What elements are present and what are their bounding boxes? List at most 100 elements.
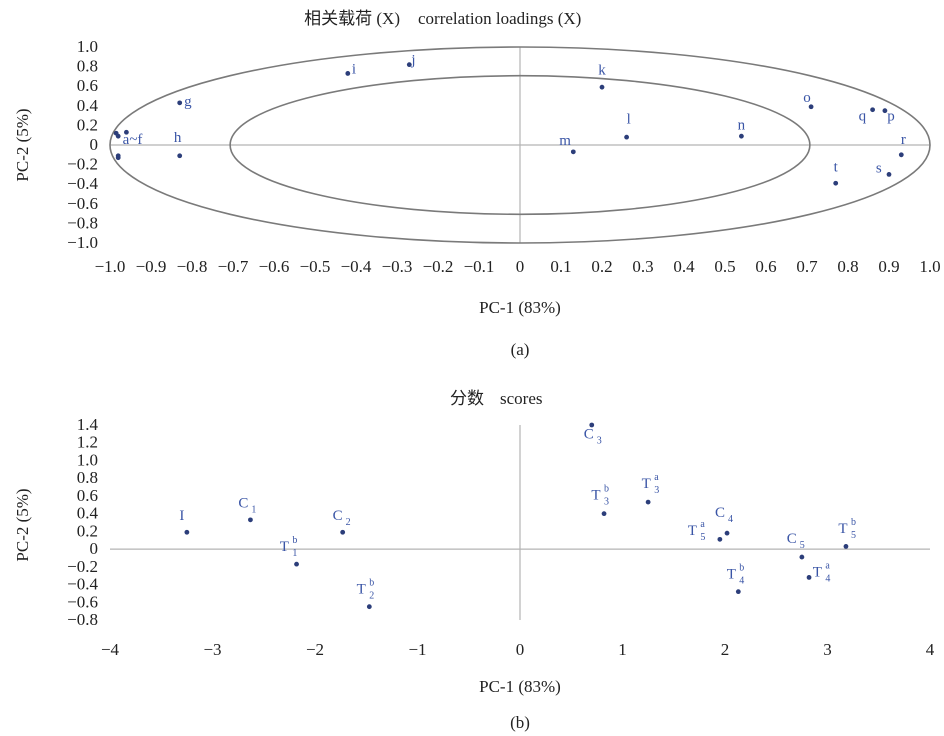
loadings-point-label: k <box>598 62 606 78</box>
b-data-point <box>717 536 723 542</box>
a-x-tick-label: −0.4 <box>341 257 372 276</box>
scores-point-labels: IC 1 C 2T b1T b2C 3T b3T a3T a5C 4T b4C 5T a4T b5 <box>179 426 856 601</box>
scores-points <box>184 422 849 610</box>
b-data-point <box>340 529 346 535</box>
scores-label-subscript: 3 <box>604 496 609 507</box>
a-data-point <box>406 62 412 68</box>
panel-a-label: (a) <box>511 340 530 359</box>
b-data-point <box>601 511 607 517</box>
scores-label-base: T <box>357 581 366 597</box>
a-y-tick-label: 0.8 <box>77 57 98 76</box>
a-data-point <box>833 180 839 186</box>
loadings-ellipses <box>109 46 931 244</box>
b-data-point <box>724 530 730 536</box>
a-x-tick-label: 0.3 <box>632 257 653 276</box>
correlation-ellipse <box>229 74 811 216</box>
loadings-point-label: o <box>803 90 811 106</box>
a-data-point <box>177 100 183 106</box>
b-data-point <box>806 575 812 580</box>
scores-label-superscript: b <box>851 517 856 528</box>
b-x-tick-label: −2 <box>306 640 324 659</box>
b-data-point <box>735 589 741 595</box>
scores-title-en: scores <box>500 389 542 408</box>
scores-zero-lines <box>110 425 930 620</box>
scores-label-superscript: b <box>369 577 374 588</box>
scores-label-subscript: 2 <box>346 517 351 528</box>
loadings-chart: 相关载荷 (X) correlation loadings (X) 1.00.8… <box>13 9 941 359</box>
scores-point-label: I <box>179 508 184 524</box>
b-data-point <box>799 554 805 560</box>
a-x-tick-label: −0.7 <box>218 257 249 276</box>
scores-label-subscript: 4 <box>728 514 733 525</box>
scores-label-base: C <box>333 508 343 524</box>
scores-label-subscript: 5 <box>800 540 805 551</box>
a-x-tick-label: 0.9 <box>878 257 899 276</box>
scores-label-base: T <box>280 539 289 555</box>
a-y-tick-label: 1.0 <box>77 37 98 56</box>
a-y-tick-label: −0.4 <box>67 174 98 193</box>
a-x-tick-label: −0.8 <box>177 257 208 276</box>
a-data-point <box>177 153 183 159</box>
a-x-tick-label: 1.0 <box>919 257 940 276</box>
a-x-tick-label: 0.2 <box>591 257 612 276</box>
b-data-point <box>184 529 190 535</box>
a-x-tick-label: 0.7 <box>796 257 818 276</box>
loadings-title-en: correlation loadings (X) <box>418 9 581 28</box>
scores-label-base: C <box>715 505 725 521</box>
scores-label-subscript: 4 <box>739 575 744 586</box>
b-data-point <box>248 517 253 523</box>
loadings-title-cn: 相关载荷 (X) <box>304 9 400 28</box>
a-x-tick-label: −0.9 <box>136 257 167 276</box>
b-x-tick-label: 1 <box>618 640 627 659</box>
scores-label-subscript: 5 <box>700 532 705 543</box>
loadings-point-label: n <box>738 117 746 133</box>
b-y-tick-label: 1.2 <box>77 433 98 452</box>
a-x-tick-label: −0.1 <box>464 257 495 276</box>
scores-label-subscript: 3 <box>597 435 602 446</box>
b-data-point <box>645 499 651 505</box>
b-y-tick-label: 0.4 <box>77 504 99 523</box>
a-y-tick-label: 0.2 <box>77 115 98 134</box>
panel-b-label: (b) <box>510 713 530 732</box>
a-data-point <box>624 134 629 140</box>
a-x-tick-label: 0.8 <box>837 257 858 276</box>
a-data-point <box>115 155 121 161</box>
b-data-point <box>843 544 849 549</box>
a-x-tick-label: −1.0 <box>95 257 126 276</box>
a-x-tick-label: 0.4 <box>673 257 695 276</box>
loadings-point-label: q <box>859 109 867 125</box>
scores-label-base: T <box>642 476 651 492</box>
scores-label-subscript: 2 <box>369 590 374 601</box>
b-x-tick-label: −1 <box>408 640 426 659</box>
b-data-point <box>366 604 372 610</box>
b-x-tick-label: 4 <box>926 640 935 659</box>
b-y-tick-label: 0.6 <box>77 486 98 505</box>
loadings-point-label: a~f <box>123 132 143 148</box>
scores-y-ticks: 1.41.21.00.80.60.40.20−0.2−0.4−0.6−0.8 <box>67 415 98 629</box>
a-y-tick-label: 0.6 <box>77 76 98 95</box>
loadings-y-ticks: 1.00.80.60.40.20−0.2−0.4−0.6−0.8−1.0 <box>67 37 98 252</box>
loadings-point-label: i <box>352 61 356 77</box>
a-x-tick-label: −0.6 <box>259 257 290 276</box>
b-x-tick-label: 2 <box>721 640 730 659</box>
loadings-point-label: h <box>174 130 182 146</box>
loadings-point-labels: a~f g h i j k l m n o q pr s t <box>123 53 906 177</box>
loadings-y-axis-label: PC-2 (5%) <box>13 108 32 181</box>
a-y-tick-label: 0 <box>90 135 99 154</box>
scores-label-superscript: a <box>825 561 830 572</box>
b-x-tick-label: 0 <box>516 640 525 659</box>
b-y-tick-label: 0.8 <box>77 468 98 487</box>
a-data-point <box>808 104 814 110</box>
a-y-tick-label: −0.8 <box>67 213 98 232</box>
scores-label-base: T <box>727 566 736 582</box>
scores-label-subscript: 5 <box>851 530 856 541</box>
b-x-tick-label: −3 <box>203 640 221 659</box>
scores-label-superscript: b <box>292 535 297 546</box>
